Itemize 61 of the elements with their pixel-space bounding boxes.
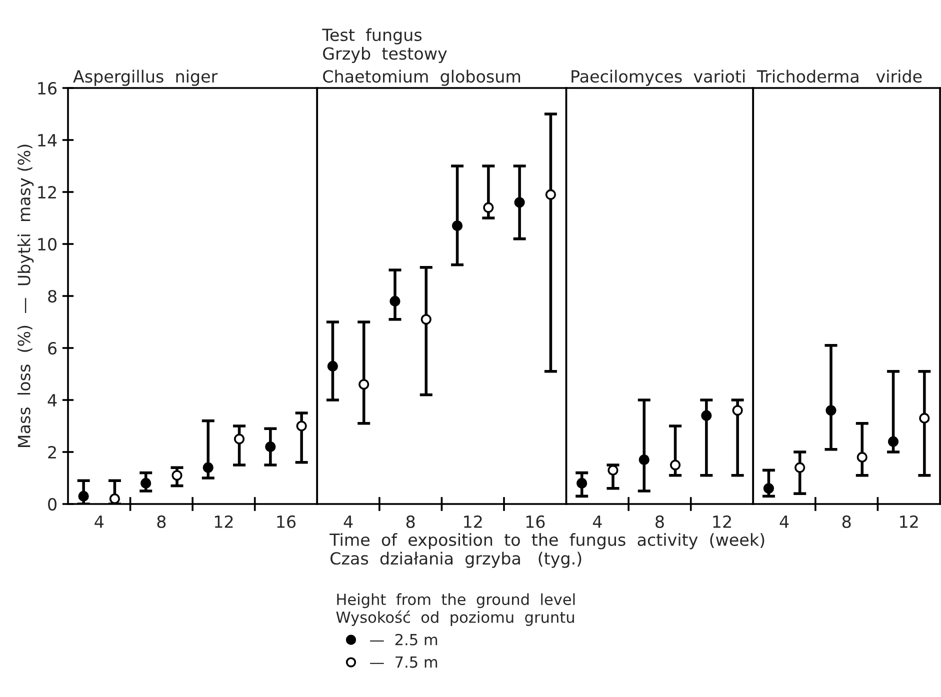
point xyxy=(670,460,681,470)
y-tick-label: 12 xyxy=(38,186,56,198)
chart-title: Aspergillus niger xyxy=(73,70,218,86)
point xyxy=(78,490,89,502)
chart-title: Paecilomyces varioti xyxy=(572,70,745,86)
point xyxy=(701,410,712,421)
x-tick-label: 16 xyxy=(526,515,545,528)
y-axis-title: Mass loss (%) — Ubytki masy (%) xyxy=(17,144,34,447)
point xyxy=(732,405,743,416)
point xyxy=(763,483,774,494)
point xyxy=(109,494,120,504)
x-tick-label: 4 xyxy=(344,516,353,528)
x-tick-label: 8 xyxy=(656,515,664,528)
point xyxy=(265,442,276,452)
chart-title: Trichoderma viride xyxy=(756,70,922,83)
x-tick-label: 8 xyxy=(157,515,166,528)
x-tick-label: 4 xyxy=(592,516,602,528)
x-tick-label: 8 xyxy=(842,515,851,528)
legend-title: Height from the ground level Wysokość od poziomu gruntu xyxy=(336,593,575,626)
y-tick-label: 0 xyxy=(48,498,56,511)
chart-title: Chaetomium globosum xyxy=(323,70,520,86)
point xyxy=(576,478,588,488)
point xyxy=(888,436,899,447)
x-tick-label: 12 xyxy=(214,515,233,528)
x-tick-label: 8 xyxy=(406,515,415,528)
x-tick-label: 12 xyxy=(713,515,731,528)
x-tick-label: 4 xyxy=(780,516,789,528)
point xyxy=(919,412,930,424)
point xyxy=(452,220,463,232)
x-tick-label: 16 xyxy=(277,515,296,528)
point xyxy=(420,314,432,325)
text: Test fungus Grzyb testowy xyxy=(322,28,447,64)
x-tick-label: 12 xyxy=(900,515,918,528)
point xyxy=(514,197,525,208)
x-tick-label: 12 xyxy=(464,515,482,528)
point xyxy=(608,464,618,476)
point xyxy=(234,434,245,444)
point xyxy=(202,462,214,473)
point xyxy=(172,470,182,481)
point xyxy=(483,202,494,213)
point xyxy=(140,478,152,488)
point xyxy=(638,454,650,466)
y-tick-label: 6 xyxy=(48,342,57,355)
point xyxy=(327,360,338,372)
point xyxy=(358,379,370,390)
point xyxy=(826,405,836,416)
point xyxy=(545,189,556,200)
x-tick-label: 4 xyxy=(94,516,104,528)
point xyxy=(390,296,400,306)
point xyxy=(296,420,307,432)
y-tick-label: 4 xyxy=(48,394,57,406)
y-tick-label: 2 xyxy=(48,446,56,458)
point xyxy=(856,452,868,462)
y-tick-label: 10 xyxy=(38,238,56,251)
y-tick-label: 14 xyxy=(38,134,57,146)
point xyxy=(794,462,806,473)
y-tick-label: 16 xyxy=(38,82,57,95)
legend-label: — 2.5 m xyxy=(370,634,438,646)
y-tick-label: 8 xyxy=(48,290,56,303)
legend-label: — 7.5 m xyxy=(370,656,438,668)
x-axis-title: Time of exposition to the fungus activity (week) Czas działania grzyba (tyg.) xyxy=(330,533,764,568)
